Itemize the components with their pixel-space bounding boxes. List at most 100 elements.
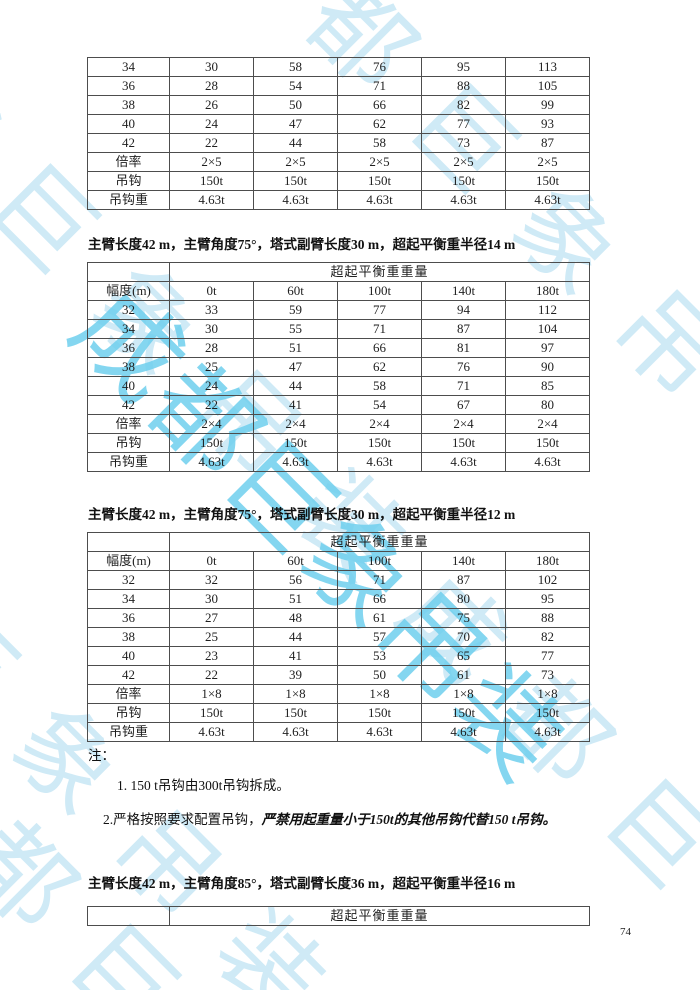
table-cell: 2×4: [421, 414, 506, 434]
table-cell: 58: [337, 133, 422, 153]
table-cell: 32: [169, 570, 254, 590]
row-label: 34: [87, 57, 170, 77]
table-cell: 4.63t: [337, 190, 422, 210]
table-cell: 2×4: [169, 414, 254, 434]
table-cell: 1×8: [169, 684, 254, 704]
table-cell: 150t: [169, 171, 254, 191]
table-row: 吊钩重 4.63t 4.63t 4.63t 4.63t 4.63t: [87, 190, 590, 210]
row-label: 32: [87, 570, 170, 590]
column-header: 140t: [421, 281, 506, 301]
table-cell: 61: [337, 608, 422, 628]
table-row: 倍率 2×5 2×5 2×5 2×5 2×5: [87, 152, 590, 172]
table-cell: 54: [337, 395, 422, 415]
table-cell: 4.63t: [337, 722, 422, 742]
table-cell: 1×8: [421, 684, 506, 704]
table-cell: 44: [253, 376, 338, 396]
table-cell: 71: [421, 376, 506, 396]
row-label: 倍率: [87, 684, 170, 704]
table-row: 36 28 51 66 81 97: [87, 338, 590, 358]
row-label: 倍率: [87, 414, 170, 434]
table-cell: 80: [421, 589, 506, 609]
table-cell: 150t: [505, 703, 590, 723]
table-cell: 55: [253, 319, 338, 339]
table-cell: 1×8: [253, 684, 338, 704]
table-cell: 82: [505, 627, 590, 647]
table-cell: 73: [505, 665, 590, 685]
table-column-header-row: 幅度(m) 0t 60t 100t 140t 180t: [87, 551, 590, 571]
capacity-table-radius12: 超起平衡重重量 幅度(m) 0t 60t 100t 140t 180t 32 32…: [87, 532, 590, 742]
table-row: 34 30 55 71 87 104: [87, 319, 590, 339]
table-cell: 150t: [169, 433, 254, 453]
table-cell: 66: [337, 338, 422, 358]
table-cell: 30: [169, 589, 254, 609]
row-label: 38: [87, 627, 170, 647]
column-header: 60t: [253, 551, 338, 571]
note-item-2-prefix: 2.严格按照要求配置吊钩，: [103, 812, 262, 827]
table-cell: 66: [337, 95, 422, 115]
table-heading-radius12: 主臂长度42 m，主臂角度75°，塔式副臂长度30 m，超起平衡重半径12 m: [88, 507, 516, 522]
table-heading-radius16: 主臂长度42 m，主臂角度85°，塔式副臂长度36 m，超起平衡重半径16 m: [88, 876, 516, 891]
table-cell: 105: [505, 76, 590, 96]
table-cell: 4.63t: [505, 722, 590, 742]
table-cell: 59: [253, 300, 338, 320]
column-header: 180t: [505, 281, 590, 301]
table-cell: 47: [253, 114, 338, 134]
table-cell: 4.63t: [169, 452, 254, 472]
table-column-header-row: 幅度(m) 0t 60t 100t 140t 180t: [87, 281, 590, 301]
table-cell: 22: [169, 395, 254, 415]
table-cell: 62: [337, 114, 422, 134]
table-cell: 65: [421, 646, 506, 666]
row-label: 36: [87, 338, 170, 358]
table-cell: 82: [421, 95, 506, 115]
table-row: 36 27 48 61 75 88: [87, 608, 590, 628]
table-cell: 39: [253, 665, 338, 685]
table-cell: 87: [421, 570, 506, 590]
table-cell: 24: [169, 114, 254, 134]
table-row: 36 28 54 71 88 105: [87, 76, 590, 96]
column-header: 140t: [421, 551, 506, 571]
capacity-table-continued: 34 30 58 76 95 113 36 28 54 71 88 105 38 26 50 66 82 99 40…: [87, 57, 590, 210]
column-header: 幅度(m): [87, 281, 170, 301]
row-label: 42: [87, 133, 170, 153]
table-row: 吊钩重 4.63t 4.63t 4.63t 4.63t 4.63t: [87, 452, 590, 472]
row-label: 吊钩重: [87, 452, 170, 472]
notes-label: 注：: [88, 748, 115, 763]
table-cell: 41: [253, 395, 338, 415]
table-cell: 4.63t: [169, 722, 254, 742]
table-cell: 53: [337, 646, 422, 666]
row-label: 42: [87, 665, 170, 685]
table-cell: 26: [169, 95, 254, 115]
column-header: 0t: [169, 281, 254, 301]
span-header-cell: 超起平衡重重量: [169, 532, 590, 552]
table-cell: 25: [169, 627, 254, 647]
table-row: 42 22 41 54 67 80: [87, 395, 590, 415]
table-cell: 2×4: [253, 414, 338, 434]
table-cell: 80: [505, 395, 590, 415]
table-row: 倍率 2×4 2×4 2×4 2×4 2×4: [87, 414, 590, 434]
note-item-2: 2.严格按照要求配置吊钩，严禁用起重量小于150t的其他吊钩代替150 t吊钩。: [103, 808, 556, 828]
table-cell: 77: [337, 300, 422, 320]
table-cell: 71: [337, 319, 422, 339]
table-row: 40 23 41 53 65 77: [87, 646, 590, 666]
table-row: 吊钩 150t 150t 150t 150t 150t: [87, 703, 590, 723]
span-header-cell: 超起平衡重重量: [169, 906, 590, 926]
table-cell: 27: [169, 608, 254, 628]
row-label: 42: [87, 395, 170, 415]
note-item-2-warning: 严禁用起重量小于150t的其他吊钩代替150 t吊钩。: [261, 812, 557, 827]
table-cell: 2×5: [169, 152, 254, 172]
table-cell: 1×8: [337, 684, 422, 704]
row-label: 40: [87, 114, 170, 134]
table-row: 42 22 44 58 73 87: [87, 133, 590, 153]
table-cell: 58: [337, 376, 422, 396]
column-header: 60t: [253, 281, 338, 301]
table-cell: 61: [421, 665, 506, 685]
table-cell: 88: [421, 76, 506, 96]
table-row: 34 30 51 66 80 95: [87, 589, 590, 609]
table-cell: 66: [337, 589, 422, 609]
column-header: 100t: [337, 281, 422, 301]
table-cell: 44: [253, 133, 338, 153]
table-cell: 67: [421, 395, 506, 415]
table-cell: 54: [253, 76, 338, 96]
table-cell: 95: [505, 589, 590, 609]
